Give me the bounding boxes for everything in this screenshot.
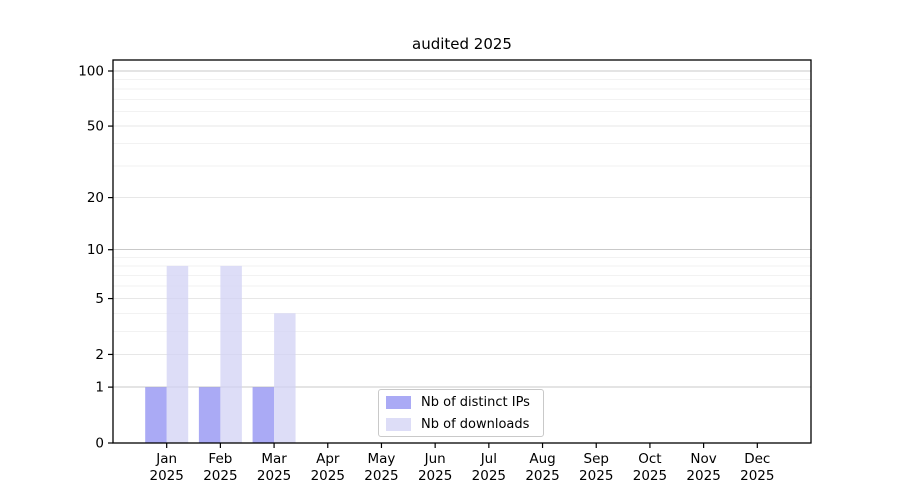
y-tick-label: 100 — [78, 64, 104, 80]
bar-distinct-ips-mar — [252, 387, 275, 443]
y-tick-label: 20 — [87, 190, 104, 206]
x-tick-label: Dec 2025 — [740, 451, 774, 484]
x-tick-label: May 2025 — [364, 451, 398, 484]
bar-distinct-ips-jan — [145, 387, 167, 443]
legend-swatch-distinct-ips — [386, 395, 411, 409]
bar-distinct-ips-feb — [198, 387, 221, 443]
x-tick-label: Jul 2025 — [472, 451, 506, 484]
x-tick-label: Mar 2025 — [257, 451, 291, 484]
x-tick-label: Jan 2025 — [150, 451, 184, 484]
x-tick-label: Sep 2025 — [579, 451, 613, 484]
legend-swatch-downloads — [386, 417, 411, 431]
y-tick-label: 1 — [95, 380, 104, 396]
x-tick-label: Jun 2025 — [418, 451, 452, 484]
bar-downloads-mar — [274, 313, 296, 443]
x-tick-label: Nov 2025 — [686, 451, 720, 484]
bar-downloads-feb — [220, 265, 242, 443]
y-tick-label: 5 — [95, 291, 104, 307]
x-tick-label: Aug 2025 — [525, 451, 559, 484]
y-tick-label: 0 — [95, 436, 104, 452]
legend-label-distinct-ips: Nb of distinct IPs — [421, 394, 530, 410]
chart-title: audited 2025 — [412, 35, 512, 53]
plot-border — [112, 59, 812, 444]
bar-downloads-jan — [166, 265, 189, 443]
x-tick-label: Apr 2025 — [311, 451, 345, 484]
legend: Nb of distinct IPs Nb of downloads — [378, 389, 544, 437]
legend-item-distinct-ips: Nb of distinct IPs — [386, 395, 543, 409]
y-tick-label: 10 — [87, 242, 104, 258]
x-tick-label: Oct 2025 — [633, 451, 667, 484]
legend-label-downloads: Nb of downloads — [421, 416, 530, 432]
x-tick-label: Feb 2025 — [203, 451, 237, 484]
y-tick-label: 50 — [87, 119, 104, 135]
legend-item-downloads: Nb of downloads — [386, 417, 543, 431]
y-tick-label: 2 — [95, 347, 104, 363]
